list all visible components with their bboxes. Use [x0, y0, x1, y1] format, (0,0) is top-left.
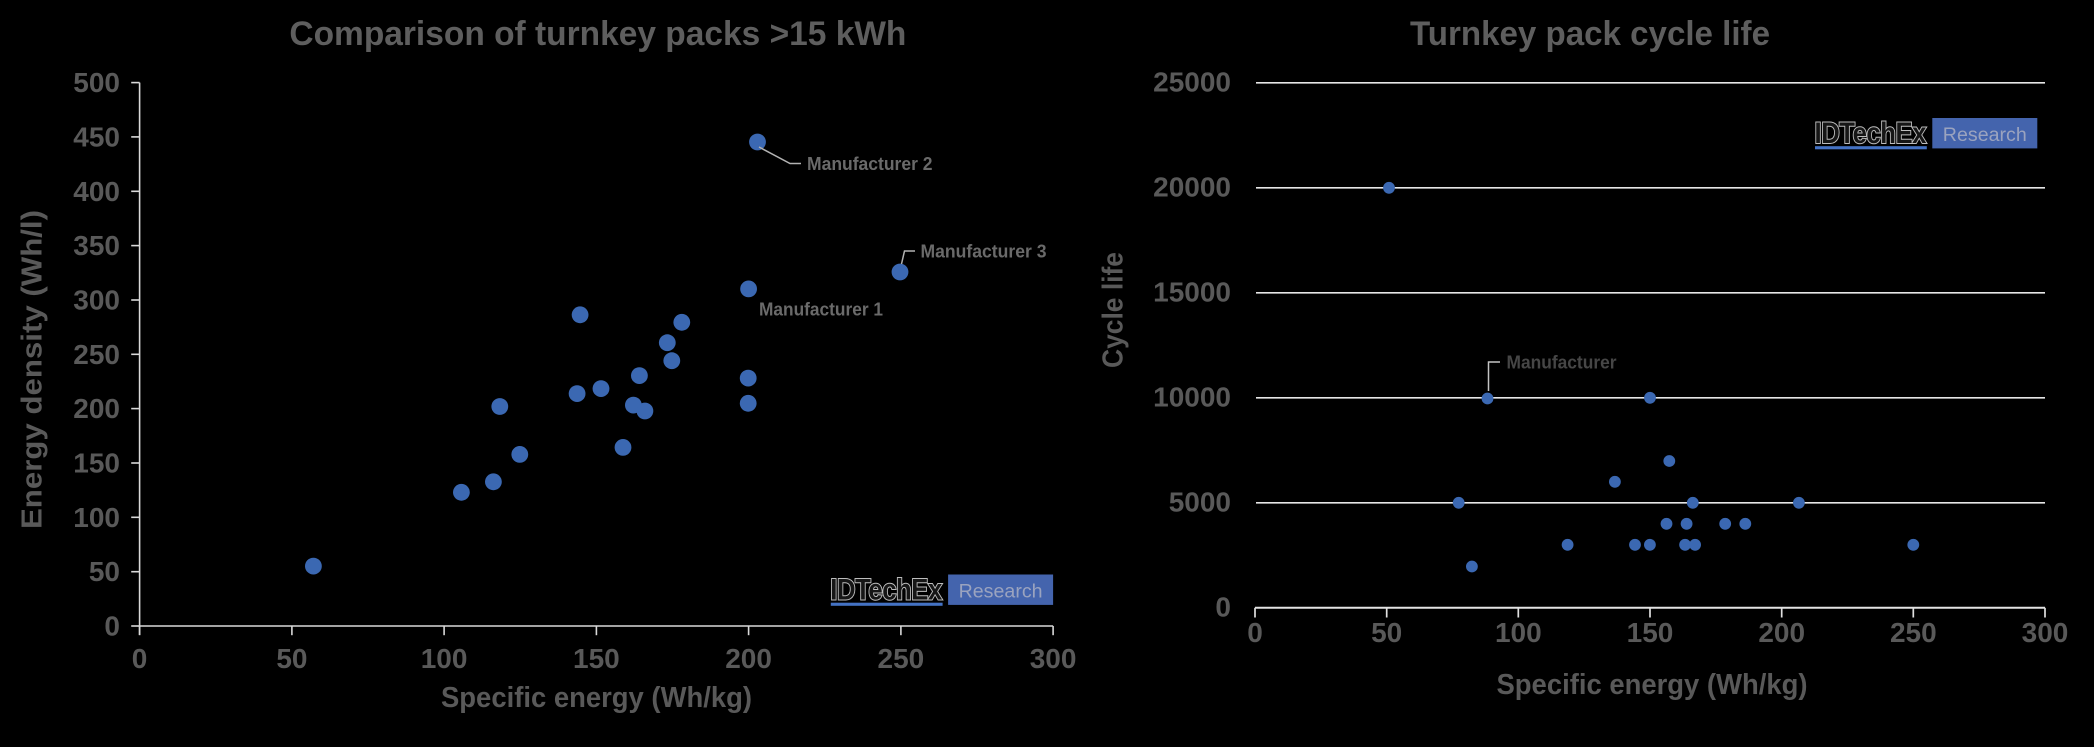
svg-text:Manufacturer 3: Manufacturer 3 — [921, 242, 1047, 262]
svg-text:200: 200 — [725, 643, 772, 674]
svg-text:20000: 20000 — [1153, 172, 1231, 203]
svg-text:100: 100 — [1495, 617, 1542, 648]
svg-text:250: 250 — [73, 339, 120, 370]
svg-text:250: 250 — [878, 643, 925, 674]
svg-text:250: 250 — [1890, 617, 1937, 648]
svg-text:Manufacturer 2: Manufacturer 2 — [807, 154, 933, 174]
svg-text:500: 500 — [73, 67, 120, 98]
svg-text:25000: 25000 — [1153, 67, 1231, 98]
svg-text:IDTechEx: IDTechEx — [830, 573, 942, 606]
svg-text:100: 100 — [73, 502, 120, 533]
svg-text:300: 300 — [73, 285, 120, 316]
svg-text:0: 0 — [1215, 592, 1231, 623]
svg-text:50: 50 — [276, 643, 307, 674]
svg-text:Manufacturer: Manufacturer — [1507, 353, 1617, 373]
svg-text:350: 350 — [73, 230, 120, 261]
svg-text:Specific energy (Wh/kg): Specific energy (Wh/kg) — [441, 682, 752, 714]
svg-text:200: 200 — [73, 393, 120, 424]
svg-text:300: 300 — [2022, 617, 2069, 648]
svg-text:Research: Research — [1943, 125, 2027, 146]
svg-text:0: 0 — [104, 611, 120, 642]
svg-text:Turnkey pack cycle life: Turnkey pack cycle life — [1410, 15, 1770, 53]
svg-text:100: 100 — [421, 643, 468, 674]
svg-text:Energy density (Wh/l): Energy density (Wh/l) — [17, 210, 49, 529]
svg-text:50: 50 — [89, 556, 120, 587]
svg-text:400: 400 — [73, 176, 120, 207]
svg-text:450: 450 — [73, 121, 120, 152]
svg-text:IDTechEx: IDTechEx — [1815, 117, 1927, 150]
svg-text:10000: 10000 — [1153, 382, 1231, 413]
svg-text:Research: Research — [959, 582, 1043, 603]
svg-text:300: 300 — [1030, 643, 1077, 674]
svg-text:Cycle life: Cycle life — [1098, 252, 1130, 368]
svg-text:Comparison of turnkey packs >1: Comparison of turnkey packs >15 kWh — [289, 15, 906, 53]
svg-text:0: 0 — [1247, 617, 1263, 648]
svg-text:150: 150 — [573, 643, 620, 674]
svg-text:0: 0 — [132, 643, 148, 674]
svg-text:15000: 15000 — [1153, 277, 1231, 308]
svg-text:150: 150 — [1627, 617, 1674, 648]
svg-text:5000: 5000 — [1169, 487, 1231, 518]
svg-text:Specific energy (Wh/kg): Specific energy (Wh/kg) — [1497, 669, 1808, 701]
svg-text:Manufacturer 1: Manufacturer 1 — [759, 300, 883, 320]
svg-text:200: 200 — [1758, 617, 1805, 648]
svg-text:50: 50 — [1371, 617, 1402, 648]
svg-text:150: 150 — [73, 448, 120, 479]
